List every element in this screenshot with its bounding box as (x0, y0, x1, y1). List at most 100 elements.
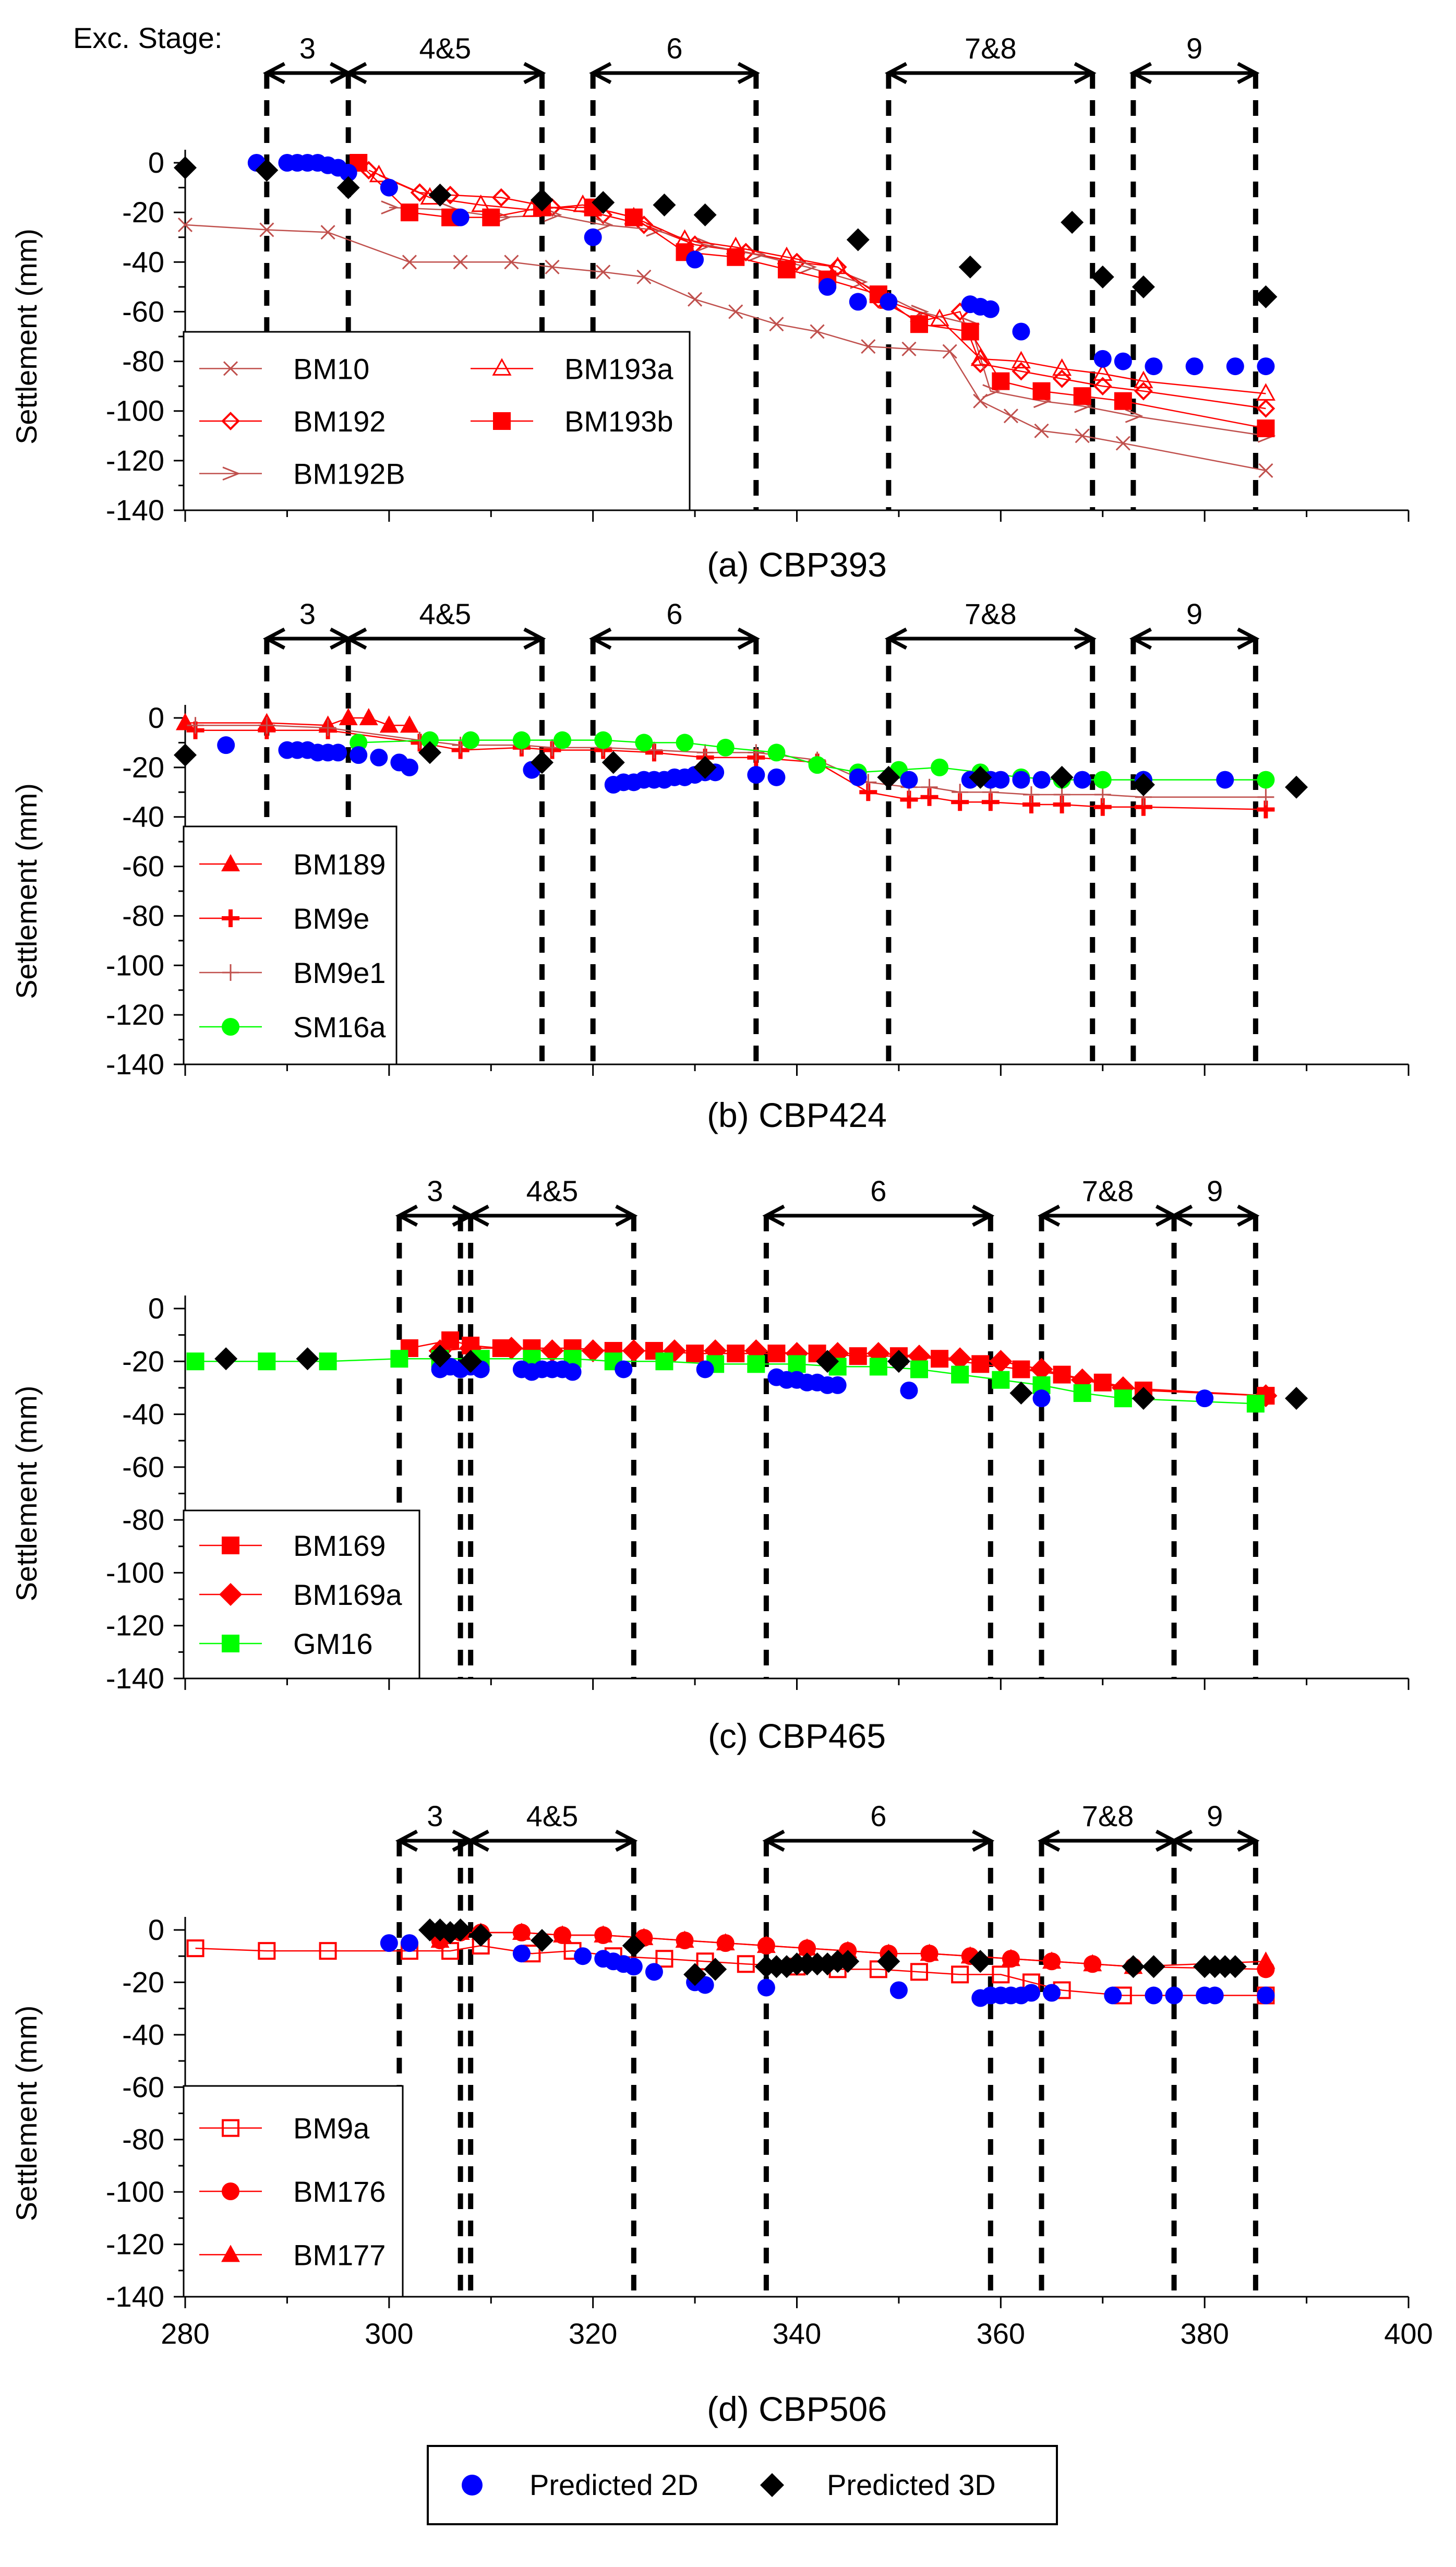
y-tick-label: -140 (106, 1048, 164, 1081)
y-tick-label: -100 (106, 2175, 164, 2208)
data-point (595, 218, 613, 232)
y-axis-title: Settlement (mm) (10, 783, 43, 999)
data-point (258, 1352, 276, 1371)
legend-label: BM169a (293, 1578, 402, 1611)
stage-arrow-right-head (615, 1829, 638, 1852)
data-point (1257, 771, 1275, 789)
legend-item-bm169: BM169 (199, 1529, 386, 1562)
data-point (504, 255, 519, 270)
data-point (624, 208, 643, 226)
stage-4-5: 4&5 (466, 1800, 638, 1852)
chart-panel-c-cbp465: 0 -20 -40 -60 -80 -100 -120 -140 Settlement (mm)… (10, 1174, 1410, 1755)
stage-arrow-right-head (523, 627, 546, 650)
data-point (961, 322, 979, 341)
data-point (1093, 377, 1112, 395)
stage-4-5: 4&5 (466, 1174, 638, 1227)
stage-arrow-left-head (262, 627, 285, 650)
legend-item-gm16: GM16 (199, 1627, 373, 1660)
data-point (981, 300, 1000, 318)
chart-panels: 0 -20 -40 -60 -80 -100 -120 -140 Settlement (mm)… (10, 32, 1433, 2428)
data-point (336, 176, 360, 199)
stage-7-8: 7&8 (1038, 1174, 1178, 1227)
data-point (1122, 1955, 1145, 1978)
data-point (992, 1371, 1010, 1389)
data-point (849, 768, 867, 786)
series-line (440, 1932, 1266, 1968)
data-point (596, 265, 611, 280)
panel-title: (b) CBP424 (707, 1096, 887, 1134)
data-point (1001, 1949, 1020, 1966)
series-line (185, 224, 1266, 472)
data-point (545, 259, 560, 274)
data-point (747, 766, 765, 784)
stage-arrow-left-head (884, 62, 908, 85)
stage-6: 6 (762, 1800, 995, 1852)
data-point (704, 1958, 727, 1981)
data-point (581, 1339, 605, 1363)
data-point (390, 1350, 408, 1368)
legend-item-bm176: BM176 (199, 2175, 386, 2208)
x-tick-label: 280 (161, 2317, 209, 2350)
stage-7-8: 7&8 (884, 597, 1097, 650)
stage-arrow-left-head (262, 62, 285, 85)
legend-item-bm192: BM192 (199, 405, 386, 438)
data-point (1185, 357, 1204, 376)
legend-label: BM192B (293, 458, 405, 490)
panel-title: (a) CBP393 (707, 545, 887, 584)
data-point (1226, 357, 1244, 376)
data-point (592, 191, 615, 214)
stage-arrow-left-head (1038, 1829, 1061, 1852)
data-point (777, 260, 796, 279)
data-point (176, 713, 195, 730)
data-point (748, 744, 765, 761)
data-point (1132, 1387, 1155, 1410)
y-tick-label: -140 (106, 494, 164, 526)
panel-legend: BM10 BM192 BM192B BM193a BM193b (183, 331, 691, 511)
data-point (339, 164, 357, 182)
data-point (910, 315, 928, 333)
data-point (482, 208, 500, 226)
data-point (350, 734, 368, 752)
stage-arrow-left-head (466, 1204, 489, 1227)
data-point (1022, 786, 1040, 803)
data-point (716, 738, 735, 757)
legend-item-bm10: BM10 (199, 352, 369, 385)
data-point (951, 1965, 969, 1984)
data-point (1145, 357, 1163, 376)
data-point (1053, 786, 1070, 803)
legend-marker (222, 2182, 239, 2200)
data-point (1094, 786, 1111, 803)
data-point (1073, 1384, 1091, 1402)
data-point (1132, 275, 1155, 298)
stage-arrow-right-head (1237, 1829, 1260, 1852)
data-point (676, 734, 694, 752)
legend-item-bm192b: BM192B (199, 458, 405, 490)
y-tick-label: -120 (106, 444, 164, 477)
data-point (970, 348, 990, 366)
data-point (1256, 399, 1275, 418)
data-point (645, 1963, 663, 1981)
data-point (931, 758, 949, 776)
legend-label: BM9e1 (293, 956, 386, 989)
data-point (1134, 370, 1153, 389)
data-point (1093, 350, 1112, 368)
data-point (850, 274, 868, 289)
stage-arrow-right-head (1237, 62, 1260, 85)
legend-marker (222, 1018, 239, 1036)
x-tick-label: 320 (569, 2317, 617, 2350)
data-point (1075, 428, 1090, 443)
stage-label: 9 (1207, 1800, 1223, 1832)
data-point (512, 1923, 531, 1940)
y-tick-label: -140 (106, 2280, 164, 2313)
series-predicted-3d (174, 156, 1278, 308)
data-point (258, 717, 275, 734)
data-point (400, 1934, 418, 1952)
data-point (369, 164, 389, 183)
data-point (1285, 775, 1308, 799)
stage-arrow-left-head (395, 1829, 418, 1852)
y-tick-label: -120 (106, 998, 164, 1031)
y-tick-label: -80 (122, 2123, 164, 2156)
data-point (1032, 1389, 1051, 1408)
stage-label: 7&8 (1082, 1174, 1134, 1207)
y-tick-label: -60 (122, 2070, 164, 2103)
